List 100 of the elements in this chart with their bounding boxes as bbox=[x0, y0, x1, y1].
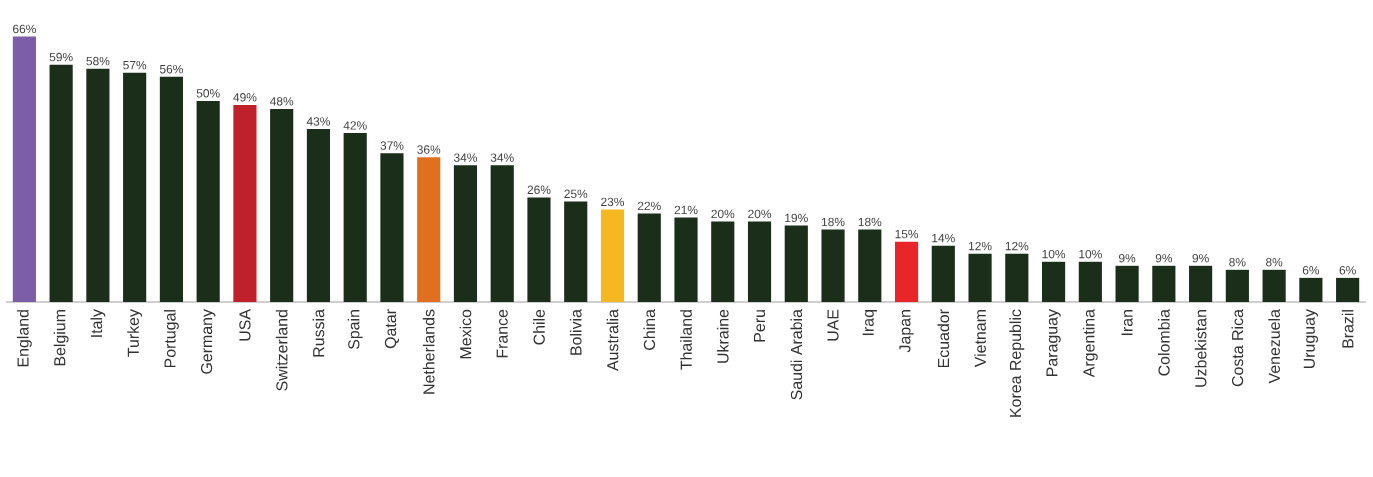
bar bbox=[674, 217, 698, 302]
data-label: 9% bbox=[1155, 253, 1173, 263]
data-label: 25% bbox=[564, 189, 588, 199]
data-label: 6% bbox=[1339, 266, 1356, 275]
x-tick-label: Thailand bbox=[680, 310, 692, 370]
bar bbox=[894, 241, 919, 302]
bar bbox=[1299, 277, 1323, 302]
x-tick-label: Ecuador bbox=[937, 309, 950, 368]
bar bbox=[637, 213, 661, 302]
x-tick-label: Costa Rica bbox=[1231, 309, 1244, 387]
bar bbox=[343, 133, 367, 302]
bar bbox=[86, 68, 110, 302]
x-tick-label: Netherlands bbox=[422, 309, 435, 394]
x-tick-label: Venezuela bbox=[1268, 309, 1280, 384]
data-label: 8% bbox=[1266, 257, 1283, 267]
bar bbox=[747, 221, 772, 302]
data-label: 36% bbox=[417, 145, 441, 154]
data-label: 14% bbox=[932, 233, 955, 243]
data-label: 12% bbox=[969, 241, 992, 251]
data-label: 59% bbox=[49, 52, 73, 62]
x-tick-label: Japan bbox=[899, 310, 914, 353]
data-label: 66% bbox=[13, 24, 36, 34]
x-tick-label: Peru bbox=[753, 310, 766, 342]
x-tick-label: Paraguay bbox=[1046, 309, 1061, 376]
bar bbox=[12, 36, 36, 302]
data-label: 57% bbox=[123, 60, 147, 70]
bar bbox=[1262, 269, 1286, 302]
x-tick-label: Argentina bbox=[1082, 309, 1098, 378]
bar bbox=[1115, 265, 1139, 302]
data-label: 50% bbox=[196, 89, 220, 98]
data-label: 19% bbox=[785, 213, 808, 223]
bar bbox=[123, 72, 147, 302]
bar bbox=[490, 165, 514, 302]
x-tick-label: Colombia bbox=[1157, 309, 1170, 376]
data-label: 20% bbox=[748, 209, 772, 219]
x-tick-label: Russia bbox=[312, 309, 325, 357]
bar bbox=[306, 129, 331, 302]
bar bbox=[711, 221, 735, 302]
x-tick-label: Vietnam bbox=[974, 310, 986, 368]
bar bbox=[1078, 261, 1102, 302]
data-label: 21% bbox=[674, 205, 698, 215]
data-label: 56% bbox=[159, 64, 183, 74]
bar bbox=[380, 153, 404, 302]
data-label: 34% bbox=[490, 153, 514, 162]
x-tick-label: Switzerland bbox=[275, 310, 288, 391]
data-label: 43% bbox=[306, 117, 330, 126]
data-label: 9% bbox=[1119, 253, 1136, 263]
x-tick-label: Uruguay bbox=[1303, 309, 1319, 369]
bar bbox=[931, 245, 955, 302]
bar bbox=[1042, 261, 1066, 302]
bar bbox=[159, 76, 183, 302]
data-label: 42% bbox=[343, 121, 367, 130]
x-tick-label: UAE bbox=[827, 309, 839, 341]
x-tick-label: Portugal bbox=[163, 310, 179, 368]
x-tick-label: Iran bbox=[1121, 310, 1133, 336]
data-label: 49% bbox=[233, 93, 257, 102]
bar bbox=[527, 197, 551, 302]
x-tick-label: Saudi Arabia bbox=[790, 309, 803, 400]
x-tick-label: China bbox=[643, 309, 656, 350]
data-label: 8% bbox=[1229, 257, 1246, 267]
data-label: 37% bbox=[380, 141, 404, 150]
data-label: 9% bbox=[1192, 253, 1209, 263]
x-tick-label: Germany bbox=[200, 309, 216, 374]
data-label: 22% bbox=[637, 201, 661, 211]
x-tick-label: Bolivia bbox=[569, 309, 582, 355]
x-tick-label: Australia bbox=[606, 309, 619, 372]
bar bbox=[1005, 253, 1029, 302]
data-label: 6% bbox=[1302, 266, 1320, 275]
bar bbox=[600, 209, 625, 302]
x-tick-label: Korea Republic bbox=[1009, 309, 1025, 417]
data-label: 10% bbox=[1079, 249, 1102, 259]
data-label: 23% bbox=[601, 197, 625, 207]
data-label: 12% bbox=[1005, 241, 1029, 251]
x-tick-label: Qatar bbox=[384, 309, 400, 349]
bar bbox=[968, 253, 992, 302]
bar bbox=[1189, 265, 1213, 302]
x-tick-label: Iraq bbox=[862, 310, 877, 336]
data-label: 18% bbox=[858, 217, 882, 227]
bar bbox=[564, 201, 588, 302]
x-tick-label: USA bbox=[239, 309, 251, 341]
bar bbox=[1336, 277, 1360, 302]
x-tick-label: Spain bbox=[347, 310, 363, 350]
data-label: 18% bbox=[821, 217, 845, 227]
bar bbox=[417, 157, 441, 302]
x-tick-label: Mexico bbox=[459, 309, 472, 359]
data-label: 20% bbox=[711, 209, 735, 219]
x-tick-label: Uzbekistan bbox=[1194, 310, 1207, 387]
x-tick-label: Brazil bbox=[1341, 310, 1354, 348]
bar bbox=[49, 64, 73, 302]
x-tick-label: England bbox=[16, 310, 32, 367]
bar bbox=[858, 229, 882, 302]
bar bbox=[1225, 269, 1249, 302]
x-tick-label: Italy bbox=[90, 309, 106, 337]
bar bbox=[1152, 265, 1176, 302]
data-label: 10% bbox=[1042, 249, 1066, 259]
x-tick-label: Belgium bbox=[53, 310, 69, 366]
x-tick-label: France bbox=[496, 309, 508, 358]
x-tick-label: Turkey bbox=[127, 309, 143, 357]
x-tick-label: Ukraine bbox=[716, 309, 729, 363]
bar bbox=[196, 100, 220, 302]
